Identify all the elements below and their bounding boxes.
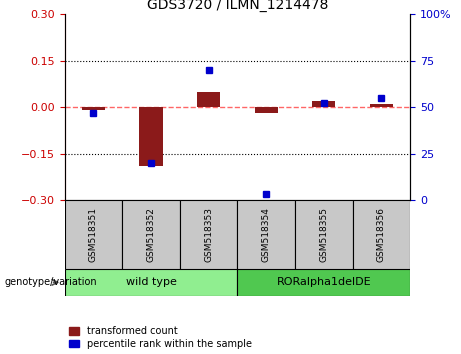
Bar [197,92,220,107]
Text: wild type: wild type [125,277,177,287]
Bar [295,200,353,269]
Text: RORalpha1delDE: RORalpha1delDE [277,277,371,287]
Text: GSM518355: GSM518355 [319,207,328,262]
Text: GSM518352: GSM518352 [147,207,155,262]
Text: GSM518354: GSM518354 [262,207,271,262]
Text: GSM518351: GSM518351 [89,207,98,262]
Bar [140,107,163,166]
Bar [82,107,105,110]
Bar [65,200,122,269]
Bar [370,104,393,107]
Bar [180,200,237,269]
Text: GSM518353: GSM518353 [204,207,213,262]
Bar [237,200,295,269]
Bar [313,101,336,107]
Bar [353,200,410,269]
Bar [122,200,180,269]
Bar [65,269,237,296]
Legend: transformed count, percentile rank within the sample: transformed count, percentile rank withi… [70,326,252,349]
Bar [237,269,410,296]
Bar [254,107,278,113]
Title: GDS3720 / ILMN_1214478: GDS3720 / ILMN_1214478 [147,0,328,12]
Text: genotype/variation: genotype/variation [5,277,97,287]
Text: GSM518356: GSM518356 [377,207,386,262]
